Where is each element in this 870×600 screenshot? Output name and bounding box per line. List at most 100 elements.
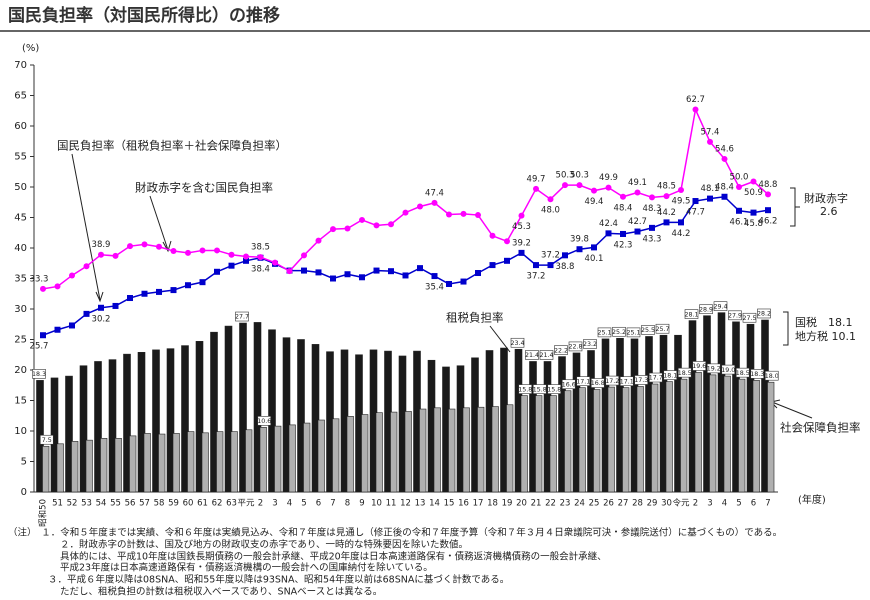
marker xyxy=(649,224,655,231)
pointer xyxy=(71,153,101,301)
x-tick-label: 25 xyxy=(589,499,600,509)
label-box xyxy=(713,301,728,311)
footnote: 平成23年度は日本高速道路保有・債務返済機構の一般会計への国庫納付を除いている。 xyxy=(60,562,433,574)
bar xyxy=(651,383,659,493)
value-label: 48.8 xyxy=(759,180,778,190)
label-box xyxy=(663,370,678,380)
marker xyxy=(460,278,467,285)
x-tick-label: 26 xyxy=(603,499,614,509)
value-label: 17.7 xyxy=(649,375,663,382)
y-tick-label: 70 xyxy=(14,60,27,71)
marker xyxy=(402,209,409,216)
value-label: 42.7 xyxy=(628,217,647,227)
bar xyxy=(253,322,262,493)
marker xyxy=(243,253,249,260)
marker xyxy=(547,262,554,269)
legend-gray: 社会保障負担率 xyxy=(780,421,861,435)
value-label: 57.4 xyxy=(701,127,720,137)
bar xyxy=(535,395,543,493)
bar xyxy=(85,439,93,493)
footnote: ２．財政赤字の計数は、国及び地方の財政収支の赤字であり、一時的な特殊要因を除いた… xyxy=(60,539,468,551)
marker xyxy=(127,295,133,302)
value-label: 15.8 xyxy=(533,386,547,393)
pointer xyxy=(489,325,511,353)
label-box xyxy=(590,378,605,388)
bar xyxy=(172,433,180,493)
x-tick-label: 10 xyxy=(371,499,382,509)
label-box xyxy=(518,384,533,394)
chart-title: 国民負担率（対国民所得比）の推移 xyxy=(8,5,280,26)
value-label: 35.4 xyxy=(425,283,444,293)
marker xyxy=(504,238,510,245)
marker xyxy=(330,275,336,282)
bar xyxy=(297,339,305,493)
marker xyxy=(40,332,46,339)
bar xyxy=(166,348,175,493)
marker xyxy=(112,302,119,309)
bar xyxy=(361,414,369,493)
value-label: 15.8 xyxy=(518,386,532,393)
marker xyxy=(170,287,177,294)
bar xyxy=(187,431,195,493)
y-tick-label: 50 xyxy=(14,182,27,193)
x-tick-label: 9 xyxy=(359,499,364,509)
marker xyxy=(678,219,684,226)
bar xyxy=(56,443,64,493)
marker xyxy=(344,271,351,278)
x-tick-label: 29 xyxy=(647,499,658,509)
bar xyxy=(506,404,514,493)
y-tick-label: 65 xyxy=(14,91,27,102)
x-tick-label: 63 xyxy=(226,499,237,509)
bar xyxy=(123,353,131,493)
marker xyxy=(127,243,133,250)
bracket xyxy=(790,187,800,227)
x-tick-label: 8 xyxy=(345,499,350,509)
value-label: 50.3 xyxy=(556,171,575,181)
marker xyxy=(98,304,104,311)
x-tick-label: 5 xyxy=(736,499,741,509)
label-box xyxy=(735,367,750,378)
marker xyxy=(576,246,583,253)
bracket xyxy=(783,311,789,346)
marker xyxy=(678,187,684,194)
y-axis-label: (%) xyxy=(22,43,39,54)
label-box xyxy=(554,345,568,355)
label-box xyxy=(648,372,663,383)
marker xyxy=(185,282,191,289)
bar xyxy=(636,386,644,493)
label-box xyxy=(583,339,597,349)
marker xyxy=(228,251,235,258)
bar xyxy=(210,331,218,493)
marker xyxy=(373,267,380,274)
y-tick-label: 10 xyxy=(14,426,27,437)
bar xyxy=(390,411,398,493)
x-axis-label: (年度) xyxy=(798,493,826,506)
marker xyxy=(605,184,612,191)
x-tick-label: 19 xyxy=(502,499,513,509)
value-label: 17.2 xyxy=(605,378,619,385)
label-box xyxy=(634,375,649,385)
x-tick-label: 24 xyxy=(574,499,585,509)
bar xyxy=(114,438,122,493)
marker xyxy=(417,265,423,272)
bar xyxy=(477,406,485,493)
value-label: 46.1 xyxy=(730,217,749,227)
marker xyxy=(736,184,742,190)
x-tick-label: 昭和50 xyxy=(39,499,49,527)
bar xyxy=(709,374,717,493)
value-label: 23.4 xyxy=(510,340,524,347)
value-label: 21.4 xyxy=(539,352,553,359)
x-tick-label: 17 xyxy=(473,499,484,509)
marker xyxy=(228,262,235,269)
marker xyxy=(692,198,699,205)
bar xyxy=(268,329,276,493)
value-label: 18.1 xyxy=(663,372,677,379)
value-label: 49.9 xyxy=(599,173,618,183)
value-label: 19.2 xyxy=(707,366,721,373)
value-label: 23.2 xyxy=(583,341,597,348)
x-tick-label: 20 xyxy=(516,499,527,509)
y-tick-label: 25 xyxy=(14,335,27,346)
x-tick-label: 13 xyxy=(415,499,426,509)
marker xyxy=(721,193,728,200)
label-box xyxy=(757,308,771,319)
